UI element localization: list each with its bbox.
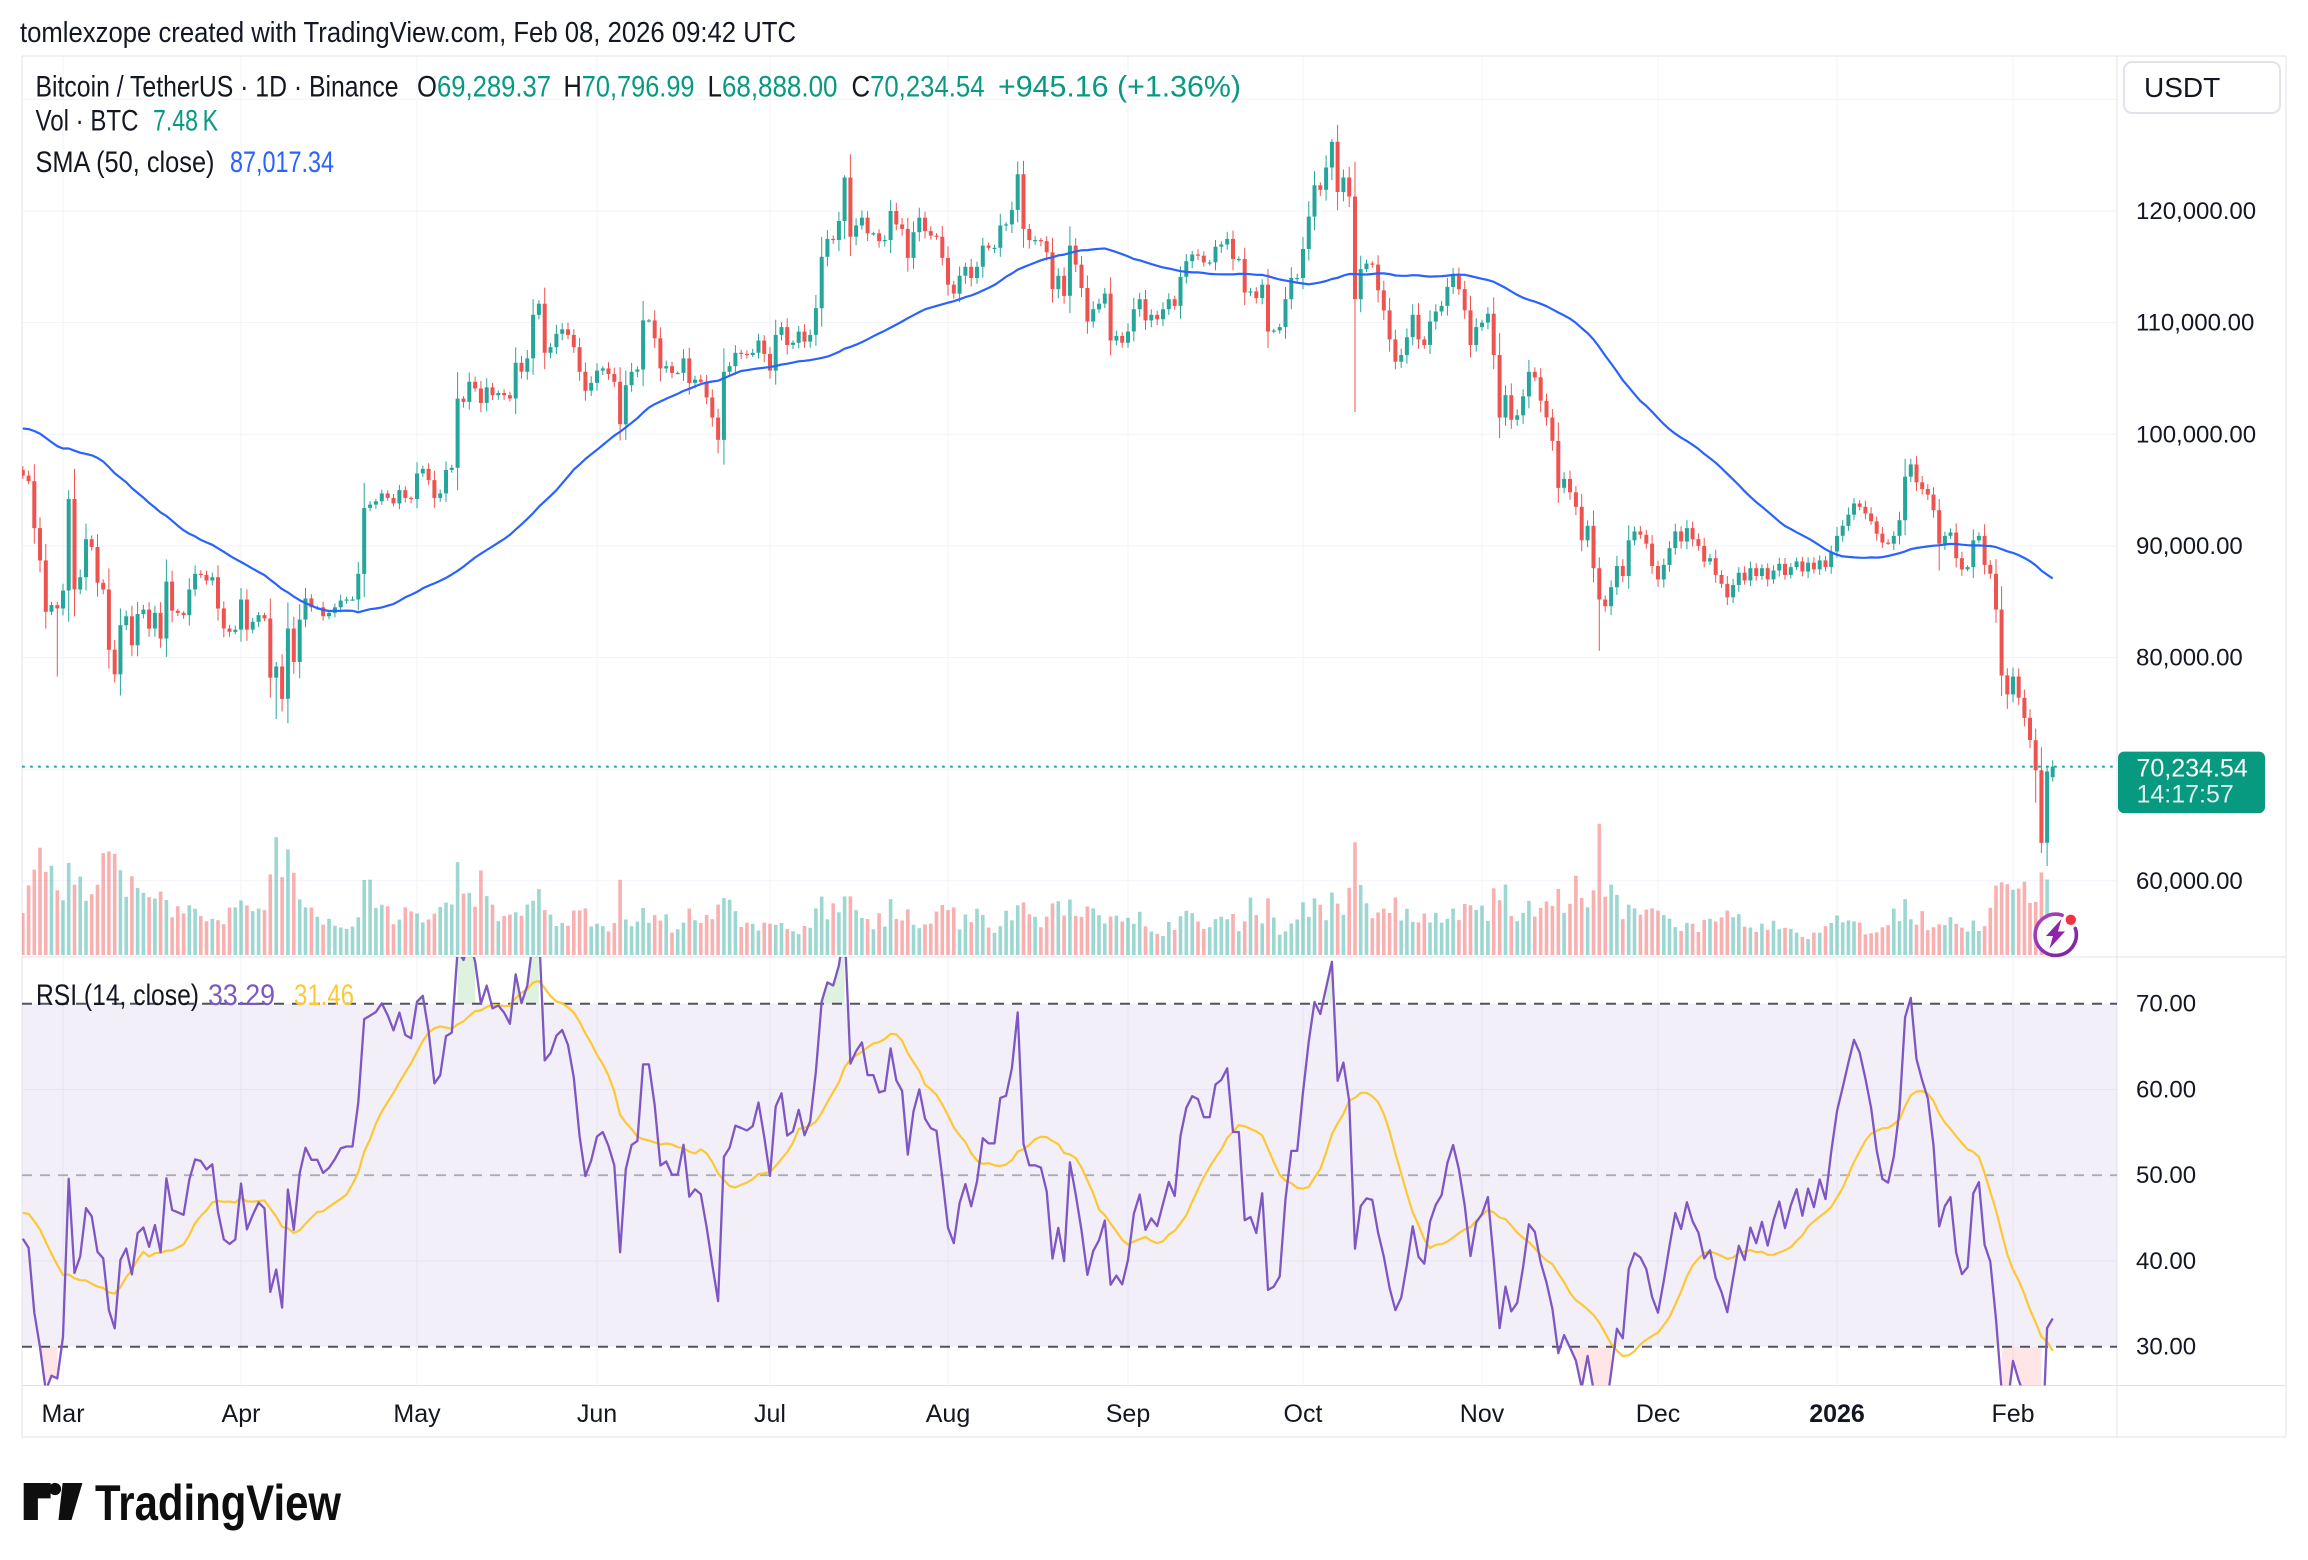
svg-text:Feb: Feb <box>1991 1400 2034 1428</box>
svg-text:2026: 2026 <box>1809 1400 1865 1428</box>
svg-text:33.29: 33.29 <box>208 979 275 1012</box>
svg-text:31.46: 31.46 <box>294 979 354 1012</box>
svg-text:USDT: USDT <box>2144 72 2220 103</box>
svg-text:May: May <box>393 1400 441 1428</box>
svg-text:60.00: 60.00 <box>2136 1077 2196 1104</box>
svg-text:Nov: Nov <box>1460 1400 1505 1428</box>
svg-text:Dec: Dec <box>1636 1400 1680 1428</box>
svg-text:Mar: Mar <box>41 1400 84 1428</box>
svg-text:Jun: Jun <box>577 1400 617 1428</box>
svg-text:+945.16 (+1.36%): +945.16 (+1.36%) <box>998 71 1241 104</box>
svg-text:14:17:57: 14:17:57 <box>2137 781 2234 809</box>
svg-text:tomlexzope created with Tradin: tomlexzope created with TradingView.com,… <box>20 17 796 49</box>
svg-text:7.48 K: 7.48 K <box>153 105 218 138</box>
svg-text:Apr: Apr <box>222 1400 261 1428</box>
svg-text:SMA (50, close): SMA (50, close) <box>36 146 215 179</box>
svg-text:70,234.54: 70,234.54 <box>2137 755 2248 783</box>
svg-text:100,000.00: 100,000.00 <box>2136 421 2256 448</box>
svg-text:120,000.00: 120,000.00 <box>2136 198 2256 225</box>
svg-text:Sep: Sep <box>1106 1400 1150 1428</box>
svg-text:RSI (14, close): RSI (14, close) <box>36 979 199 1012</box>
svg-text:O69,289.37: O69,289.37 <box>417 71 551 104</box>
svg-text:Bitcoin / TetherUS · 1D · Bina: Bitcoin / TetherUS · 1D · Binance <box>36 71 399 104</box>
svg-text:C70,234.54: C70,234.54 <box>852 71 985 104</box>
svg-text:H70,796.99: H70,796.99 <box>564 71 695 104</box>
svg-text:110,000.00: 110,000.00 <box>2136 310 2254 337</box>
svg-text:70.00: 70.00 <box>2136 991 2196 1018</box>
svg-text:87,017.34: 87,017.34 <box>230 146 334 179</box>
svg-text:40.00: 40.00 <box>2136 1248 2196 1275</box>
svg-text:Aug: Aug <box>926 1400 970 1428</box>
svg-text:Jul: Jul <box>754 1400 786 1428</box>
svg-text:30.00: 30.00 <box>2136 1334 2196 1361</box>
svg-text:L68,888.00: L68,888.00 <box>708 71 838 104</box>
svg-text:90,000.00: 90,000.00 <box>2136 533 2243 560</box>
svg-text:50.00: 50.00 <box>2136 1162 2196 1189</box>
svg-text:Vol · BTC: Vol · BTC <box>36 105 139 138</box>
svg-text:80,000.00: 80,000.00 <box>2136 645 2243 672</box>
svg-text:TradingView: TradingView <box>95 1475 341 1531</box>
svg-text:60,000.00: 60,000.00 <box>2136 868 2243 895</box>
svg-text:Oct: Oct <box>1284 1400 1323 1428</box>
